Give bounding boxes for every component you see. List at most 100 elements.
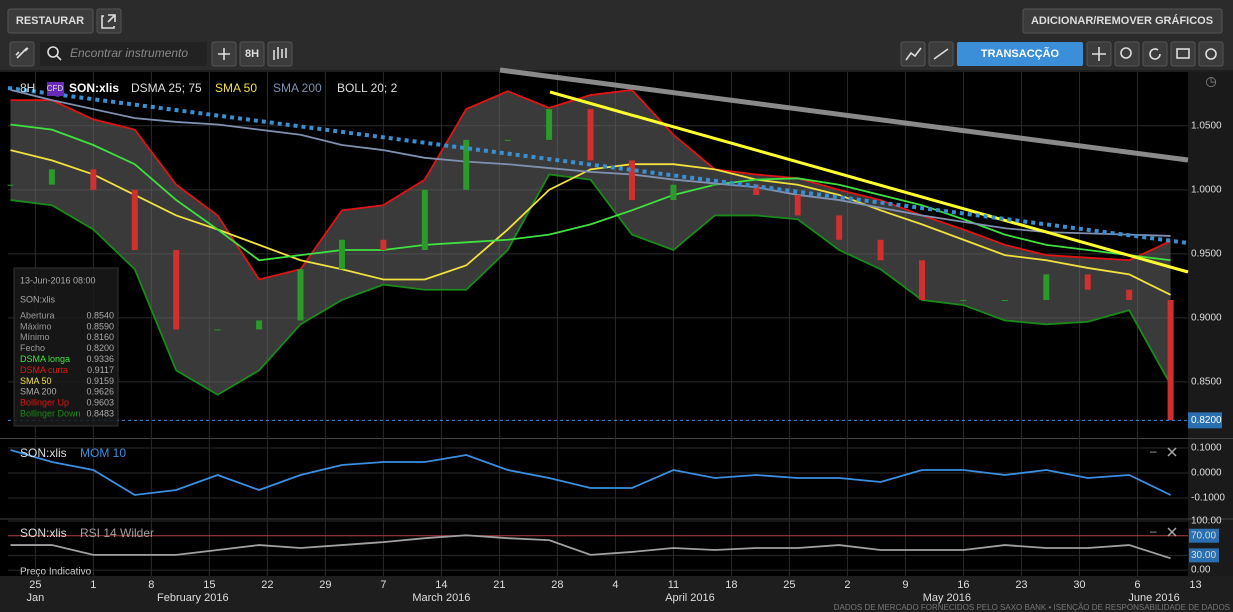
y-tick-label: 30.00 <box>1191 550 1216 561</box>
footer: DADOS DE MERCADO FORNECIDOS PELO SAXO BA… <box>834 603 1230 612</box>
candle <box>1043 274 1050 300</box>
info-instrument: SON:xlis <box>20 294 56 304</box>
trade-button[interactable] <box>957 42 1083 66</box>
candle <box>1084 274 1091 290</box>
clock-icon: ◷ <box>1205 73 1216 88</box>
legend-instrument: SON:xlis <box>69 81 119 95</box>
candle <box>214 329 221 331</box>
info-label: Mínimo <box>20 332 50 342</box>
camera-icon <box>1176 48 1190 59</box>
cfd-label: CFD <box>47 84 64 93</box>
info-value: 0.9117 <box>87 365 114 375</box>
info-label: Fecho <box>20 343 45 353</box>
info-value: 0.9336 <box>86 354 114 364</box>
candle <box>173 250 180 330</box>
add-remove-label[interactable]: ADICIONAR/REMOVER GRÁFICOS <box>1031 14 1213 27</box>
panel-instrument: SON:xlis <box>20 526 67 540</box>
candle <box>794 194 801 216</box>
series-line <box>10 88 1171 281</box>
chart-type-button[interactable] <box>267 41 293 67</box>
y-tick-label: 0.9500 <box>1191 249 1222 260</box>
info-value: 0.9603 <box>86 398 114 408</box>
candle <box>463 139 470 190</box>
draw-icon <box>933 48 949 60</box>
timeframe-button[interactable] <box>239 41 265 67</box>
candle <box>7 184 14 186</box>
zoom-button[interactable] <box>1114 41 1140 67</box>
restore-button[interactable] <box>7 8 94 34</box>
info-label: Bollinger Up <box>20 398 69 408</box>
x-tick-label: 8 <box>148 579 154 591</box>
candle <box>711 184 718 186</box>
x-tick-label: 30 <box>1073 579 1085 591</box>
x-tick-label: 29 <box>319 579 331 591</box>
legend-boll: BOLL 20; 2 <box>337 81 398 95</box>
refresh-icon <box>1149 48 1161 60</box>
candle <box>380 239 387 251</box>
candle <box>587 109 594 161</box>
trend-line <box>549 90 1189 274</box>
panel-minimize: – <box>1150 444 1157 458</box>
panel-close <box>1167 527 1177 537</box>
tick-tag <box>1189 548 1219 563</box>
candle <box>1126 289 1133 300</box>
candle <box>504 139 511 141</box>
panel-instrument: SON:xlis <box>20 446 67 460</box>
candle <box>297 269 304 321</box>
info-label: SMA 50 <box>20 376 52 386</box>
tick-tag <box>1189 528 1219 543</box>
candle <box>1001 299 1008 301</box>
candle <box>960 299 967 301</box>
settings-button[interactable] <box>1198 41 1224 67</box>
x-tick-label: 21 <box>493 579 505 591</box>
plots <box>7 88 1188 560</box>
info-panel <box>13 267 119 427</box>
x-tick-label: 6 <box>1134 579 1140 591</box>
search-icon-handle <box>56 55 62 61</box>
x-tick-label: 11 <box>668 579 679 591</box>
x-tick-label: 7 <box>380 579 386 591</box>
y-tick-label: 1.0000 <box>1191 184 1222 195</box>
x-tick-label: 9 <box>902 579 908 591</box>
panel-indicator: RSI 14 Wilder <box>80 526 154 540</box>
search-box[interactable] <box>40 42 207 66</box>
month-label: April 2016 <box>665 592 715 604</box>
candle <box>90 169 97 190</box>
month-label: Jan <box>26 592 44 604</box>
candle <box>546 109 553 140</box>
x-tick-label: 25 <box>783 579 795 591</box>
legend-sma200: SMA 200 <box>273 81 322 95</box>
camera-button[interactable] <box>1170 41 1196 67</box>
restore-label[interactable]: RESTAURAR <box>16 15 84 27</box>
info-label: SMA 200 <box>20 387 57 397</box>
settings-icon <box>1205 48 1217 60</box>
y-tick-label: 0.9000 <box>1191 313 1222 324</box>
search-placeholder[interactable]: Encontrar instrumento <box>70 46 188 60</box>
trend-line <box>7 86 1189 245</box>
y-tick-label: 0.00 <box>1191 565 1211 576</box>
candle <box>1167 299 1174 421</box>
info-label: DSMA longa <box>20 354 70 364</box>
info-label: Bollinger Down <box>20 408 81 418</box>
info-label: DSMA curta <box>20 365 68 375</box>
candle <box>131 189 138 251</box>
y-tick-label: 0.0000 <box>1191 468 1222 479</box>
series-line <box>10 149 1171 296</box>
refresh-button[interactable] <box>1142 41 1168 67</box>
trade-label[interactable]: TRANSACÇÃO <box>981 47 1060 60</box>
y-tick-label: 1.0500 <box>1191 120 1222 131</box>
link-icon <box>15 47 29 59</box>
chart-type-icon <box>273 47 287 60</box>
price-tag <box>1188 412 1222 429</box>
x-tick-label: 15 <box>203 579 215 591</box>
cfd-badge <box>47 82 64 96</box>
x-tick-label: 22 <box>261 579 273 591</box>
add-remove-button[interactable] <box>1022 8 1223 34</box>
info-value: 0.8540 <box>86 310 114 320</box>
legend-sma50: SMA 50 <box>215 81 257 95</box>
candle <box>628 160 635 201</box>
x-tick-label: 28 <box>551 579 563 591</box>
info-value: 0.9159 <box>86 376 114 386</box>
series-line <box>10 449 1171 496</box>
timeframe-label[interactable]: 8H <box>245 48 259 60</box>
